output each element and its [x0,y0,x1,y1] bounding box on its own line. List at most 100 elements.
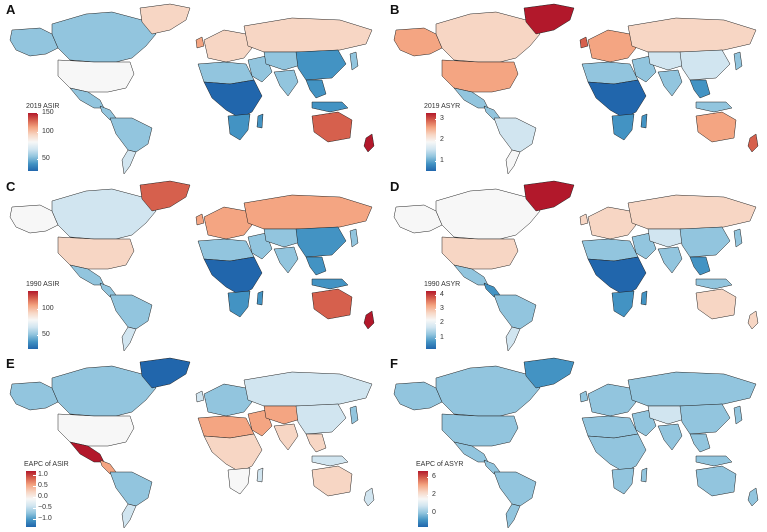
legend-tick: 1 [435,334,444,341]
region-usa [57,236,135,270]
panel-letter: E [6,356,15,371]
region-central-asia [263,228,305,248]
region-africa [587,256,647,296]
legend-tick: 0.0 [33,493,48,500]
region-alaska [393,381,443,411]
region-china [679,226,731,258]
region-north-africa [197,238,255,262]
region-australia [311,288,353,320]
region-europe [587,29,637,63]
region-usa [57,59,135,93]
region-indonesia [695,278,733,290]
region-central-asia [647,51,689,71]
region-usa [57,413,135,447]
region-india [657,246,683,274]
region-south-america [109,471,153,507]
region-new-zealand [363,310,375,330]
legend-title: 1990 ASIR [26,281,60,288]
panel-letter: B [390,2,400,17]
region-africa [203,79,263,119]
region-china [295,226,347,258]
legend-tick: 2 [435,136,444,143]
region-north-america [51,188,157,240]
region-africa [203,433,263,473]
region-russia [243,371,373,407]
legend-color-bar [28,291,38,349]
panel-b: B 2019 ASYR 3 2 1 [384,0,767,177]
region-south-america-south [121,149,137,175]
region-greenland [139,3,191,35]
legend-tick: 6 [427,473,436,480]
region-usa [441,413,519,447]
world-map [9,180,375,352]
region-new-zealand [747,310,759,330]
region-southern-africa [611,290,635,318]
region-southern-africa [227,290,251,318]
region-madagascar [256,290,264,306]
region-southern-africa [611,113,635,141]
region-china [679,49,731,81]
region-india [657,423,683,451]
region-south-america-south [505,326,521,352]
legend-tick: 150 [37,109,54,116]
region-india [273,246,299,274]
region-greenland [139,357,191,389]
region-new-zealand [363,133,375,153]
legend-tick: 3 [435,305,444,312]
region-greenland [523,180,575,212]
legend-tick: 3 [435,115,444,122]
panel-a: A 2019 ASIR 150 100 50 [0,0,383,177]
region-new-zealand [747,487,759,507]
legend-color-bar [418,471,428,527]
region-south-america-south [121,503,137,529]
legend-tick: 1.0 [33,471,48,478]
region-southeast-asia [689,433,711,453]
region-uk [195,36,205,49]
region-north-africa [581,238,639,262]
region-south-america [493,117,537,153]
panel-letter: F [390,356,398,371]
region-russia [243,194,373,230]
region-australia [311,111,353,143]
legend-tick: 1 [435,157,444,164]
region-indonesia [695,101,733,113]
region-japan [349,51,359,71]
region-europe [203,206,253,240]
legend-color-bar [28,113,38,171]
region-north-africa [581,61,639,85]
region-north-america [51,365,157,417]
region-south-america-south [121,326,137,352]
region-china [679,403,731,435]
region-russia [627,371,757,407]
region-indonesia [311,455,349,467]
region-north-africa [197,415,255,439]
region-south-america [109,294,153,330]
region-usa [441,236,519,270]
region-southeast-asia [689,256,711,276]
region-russia [627,17,757,53]
region-china [295,403,347,435]
legend-color-bar [426,291,436,349]
region-alaska [9,204,59,234]
world-map [9,3,375,175]
region-alaska [393,27,443,57]
region-australia [695,288,737,320]
legend-tick: 100 [37,305,54,312]
region-india [273,423,299,451]
region-south-america-south [505,149,521,175]
region-india [273,69,299,97]
region-north-america [435,11,541,63]
region-greenland [139,180,191,212]
region-uk [195,390,205,403]
region-russia [243,17,373,53]
region-southern-africa [611,467,635,495]
region-central-asia [647,228,689,248]
legend-color-bar [426,113,436,171]
region-north-africa [197,61,255,85]
region-new-zealand [363,487,375,507]
region-india [657,69,683,97]
region-central-asia [263,405,305,425]
region-greenland [523,357,575,389]
region-alaska [9,27,59,57]
region-europe [203,29,253,63]
